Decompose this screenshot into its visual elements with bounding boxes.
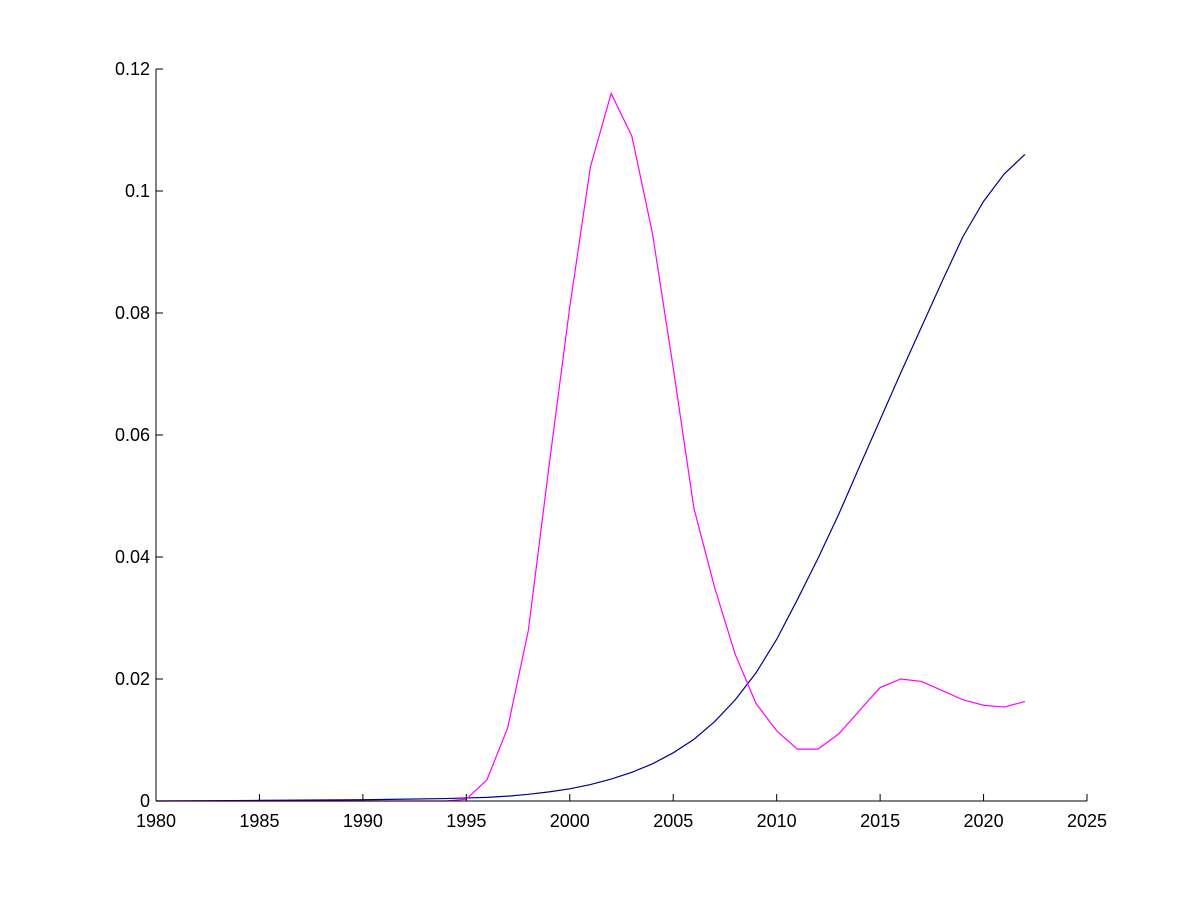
series-line-2 — [156, 91, 1026, 802]
x-tick-label: 1985 — [239, 811, 279, 831]
x-tick-label: 2010 — [757, 811, 797, 831]
y-tick-label: 0.06 — [115, 425, 150, 445]
x-tick-label: 1990 — [343, 811, 383, 831]
y-tick-label: 0.02 — [115, 669, 150, 689]
x-tick-label: 1980 — [136, 811, 176, 831]
x-tick-label: 1995 — [446, 811, 486, 831]
x-tick-label: 2000 — [550, 811, 590, 831]
y-tick-label: 0.12 — [115, 59, 150, 79]
x-tick-label: 2025 — [1067, 811, 1107, 831]
x-tick-label: 2020 — [964, 811, 1004, 831]
x-tick-label: 2005 — [653, 811, 693, 831]
y-tick-label: 0.1 — [125, 181, 150, 201]
y-tick-label: 0.08 — [115, 303, 150, 323]
series-layer — [155, 91, 1026, 802]
axes-layer: 1980 1985 1990 1995 2000 2005 2010 2015 2020 2025… — [115, 59, 1107, 831]
y-tick-label: 0 — [140, 791, 150, 811]
series-line-1 — [155, 153, 1026, 802]
y-tick-label: 0.04 — [115, 547, 150, 567]
x-tick-label: 2015 — [860, 811, 900, 831]
